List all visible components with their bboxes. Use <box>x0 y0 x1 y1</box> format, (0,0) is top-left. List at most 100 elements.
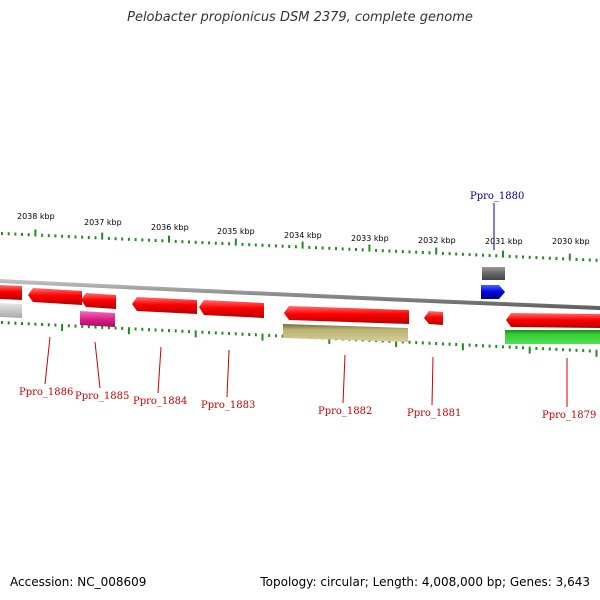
scale-major-tick <box>301 241 304 249</box>
scale-minor-tick <box>61 234 64 238</box>
gene-arrow-ppro-1880[interactable] <box>481 285 505 299</box>
scale-minor-tick <box>575 257 578 261</box>
scale-major-tick <box>261 333 264 341</box>
gene-label-ppro-1879[interactable]: Ppro_1879 <box>542 410 596 421</box>
scale-minor-tick <box>575 348 578 352</box>
scale-minor-tick <box>348 247 351 251</box>
scale-minor-tick <box>161 239 164 243</box>
scale-major-tick <box>168 235 170 243</box>
gene-arrow-ppro-1883[interactable] <box>199 300 264 318</box>
scale-minor-tick <box>441 251 444 255</box>
scale-minor-tick <box>114 237 117 241</box>
scale-minor-tick <box>107 236 110 240</box>
scale-minor-tick <box>515 345 518 349</box>
scale-minor-tick <box>555 257 558 260</box>
gene-arrow-ppro-1882[interactable] <box>284 306 409 324</box>
leader-line-ppro-1885 <box>94 341 101 389</box>
scale-minor-tick <box>408 250 411 254</box>
scale-minor-tick <box>355 248 357 251</box>
gene-label-ppro-1880[interactable]: Ppro_1880 <box>470 191 524 202</box>
scale-minor-tick <box>588 349 591 353</box>
scale-minor-tick <box>281 334 284 338</box>
scale-major-tick <box>595 349 598 357</box>
leader-line-ppro-1884 <box>157 346 162 394</box>
gene-arrow-ppro-1879[interactable] <box>506 313 600 328</box>
scale-minor-tick <box>441 342 444 346</box>
scale-minor-tick <box>134 327 137 331</box>
scale-label-2036: 2036 kbp <box>151 223 189 232</box>
scale-minor-tick <box>194 240 197 244</box>
scale-major-tick <box>568 253 571 261</box>
scale-minor-tick <box>241 332 244 336</box>
gene-label-ppro-1886[interactable]: Ppro_1886 <box>19 387 73 398</box>
scale-minor-tick <box>428 341 431 345</box>
scale-minor-tick <box>168 329 170 333</box>
gene-label-ppro-1882[interactable]: Ppro_1882 <box>318 406 372 417</box>
scale-minor-tick <box>395 249 398 253</box>
gene-arrow-left-edge[interactable] <box>0 285 22 300</box>
scale-minor-tick <box>34 322 37 326</box>
gene-label-ppro-1883[interactable]: Ppro_1883 <box>201 400 255 411</box>
scale-minor-tick <box>54 323 57 327</box>
scale-minor-tick <box>14 321 17 325</box>
scale-minor-tick <box>268 334 271 337</box>
scale-minor-tick <box>154 328 157 332</box>
scale-minor-tick <box>341 247 344 251</box>
scale-minor-tick <box>201 241 204 245</box>
leader-line-ppro-1882 <box>342 354 346 404</box>
scale-minor-tick <box>555 347 558 351</box>
scale-minor-tick <box>101 325 104 329</box>
scale-minor-tick <box>475 344 478 347</box>
scale-minor-tick <box>308 245 311 249</box>
scale-minor-tick <box>234 332 237 336</box>
scale-minor-tick <box>248 243 251 247</box>
scale-major-tick <box>395 340 398 348</box>
scale-minor-tick <box>408 340 411 344</box>
scale-minor-tick <box>228 332 231 335</box>
scale-minor-tick <box>588 258 591 262</box>
gene-arrow-ppro-1885[interactable] <box>81 293 116 309</box>
scale-minor-tick <box>74 235 77 239</box>
scale-minor-tick <box>488 344 491 348</box>
scale-minor-tick <box>315 246 317 250</box>
gene-block-ppro-1880-gray[interactable] <box>482 267 505 280</box>
gene-label-ppro-1884[interactable]: Ppro_1884 <box>133 396 187 407</box>
gene-label-ppro-1881[interactable]: Ppro_1881 <box>407 408 461 419</box>
scale-minor-tick <box>254 333 257 337</box>
scale-minor-tick <box>148 328 150 332</box>
gene-block-green[interactable] <box>505 330 600 344</box>
scale-minor-tick <box>274 334 277 338</box>
gene-block-left-lightgray[interactable] <box>0 303 22 318</box>
scale-minor-tick <box>448 342 451 346</box>
scale-minor-tick <box>248 333 251 336</box>
scale-minor-tick <box>508 254 511 258</box>
scale-minor-tick <box>475 253 478 257</box>
scale-label-2032: 2032 kbp <box>418 236 456 245</box>
scale-major-tick <box>328 336 331 344</box>
scale-minor-tick <box>468 253 471 257</box>
gene-arrow-ppro-1886[interactable] <box>28 288 82 305</box>
scale-minor-tick <box>188 240 190 244</box>
scale-minor-tick <box>582 258 585 262</box>
scale-minor-tick <box>455 252 458 256</box>
gene-label-ppro-1885[interactable]: Ppro_1885 <box>75 391 129 402</box>
scale-minor-tick <box>522 255 524 259</box>
gene-block-khaki[interactable] <box>283 324 408 342</box>
gene-block-magenta[interactable] <box>80 311 115 327</box>
scale-minor-tick <box>535 256 538 260</box>
scale-minor-tick <box>568 348 571 352</box>
scale-major-tick <box>528 346 531 354</box>
scale-minor-tick <box>401 250 404 254</box>
scale-minor-tick <box>161 328 164 332</box>
scale-major-tick <box>502 250 504 258</box>
scale-label-2034: 2034 kbp <box>284 231 322 240</box>
gene-arrow-ppro-1881[interactable] <box>424 311 443 325</box>
scale-minor-tick <box>87 236 90 239</box>
scale-minor-tick <box>548 347 551 351</box>
gene-arrow-ppro-1884[interactable] <box>132 297 197 314</box>
scale-minor-tick <box>274 244 277 248</box>
scale-minor-tick <box>455 343 458 346</box>
scale-minor-tick <box>421 251 424 254</box>
scale-minor-tick <box>415 250 418 254</box>
scale-minor-tick <box>134 238 137 242</box>
